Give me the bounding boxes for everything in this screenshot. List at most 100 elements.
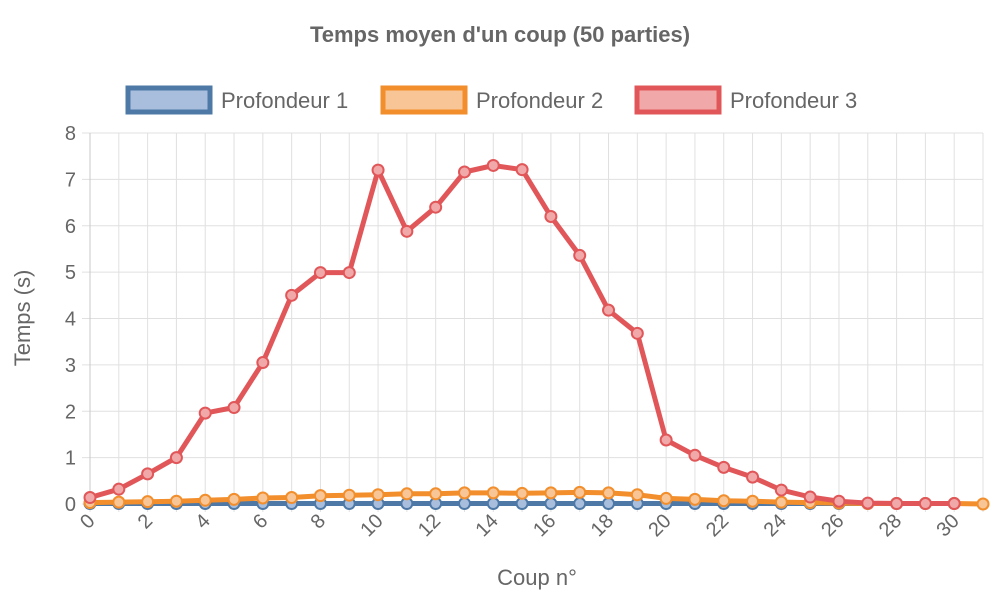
chart-legend: Profondeur 1 Profondeur 2 Profondeur 3 bbox=[125, 85, 857, 115]
data-point[interactable] bbox=[457, 486, 471, 500]
data-point[interactable] bbox=[832, 494, 846, 508]
data-point[interactable] bbox=[688, 448, 702, 462]
data-point[interactable] bbox=[112, 495, 126, 509]
data-point[interactable] bbox=[573, 497, 587, 511]
y-tick-label: 8 bbox=[65, 123, 76, 145]
data-point[interactable] bbox=[918, 497, 932, 511]
x-tick-label: 28 bbox=[875, 510, 906, 541]
x-tick-label: 26 bbox=[817, 510, 848, 541]
x-tick-label: 4 bbox=[191, 510, 214, 533]
data-point[interactable] bbox=[198, 493, 212, 507]
data-point[interactable] bbox=[169, 494, 183, 508]
data-point[interactable] bbox=[256, 491, 270, 505]
data-point[interactable] bbox=[227, 401, 241, 415]
data-point[interactable] bbox=[602, 303, 616, 317]
x-tick-label: 20 bbox=[644, 510, 675, 541]
data-point[interactable] bbox=[400, 224, 414, 238]
y-tick-label: 3 bbox=[65, 355, 76, 377]
x-tick-label: 16 bbox=[529, 510, 560, 541]
data-point[interactable] bbox=[976, 497, 990, 511]
series-group bbox=[83, 485, 990, 511]
x-tick-label: 2 bbox=[134, 510, 157, 533]
x-tick-label: 10 bbox=[356, 510, 387, 541]
data-point[interactable] bbox=[659, 433, 673, 447]
data-point[interactable] bbox=[630, 488, 644, 502]
data-point[interactable] bbox=[573, 248, 587, 262]
data-point[interactable] bbox=[630, 326, 644, 340]
data-point[interactable] bbox=[486, 158, 500, 172]
x-tick-label: 8 bbox=[307, 510, 330, 533]
data-point[interactable] bbox=[429, 200, 443, 214]
data-point[interactable] bbox=[400, 487, 414, 501]
data-point[interactable] bbox=[515, 486, 529, 500]
chart-grid bbox=[82, 132, 984, 512]
series-layer bbox=[83, 158, 990, 511]
data-point[interactable] bbox=[285, 491, 299, 505]
data-point[interactable] bbox=[313, 266, 327, 280]
data-point[interactable] bbox=[457, 165, 471, 179]
data-point[interactable] bbox=[602, 497, 616, 511]
y-tick-label: 7 bbox=[65, 169, 76, 191]
data-point[interactable] bbox=[544, 486, 558, 500]
y-axis-title: Temps (s) bbox=[10, 270, 35, 367]
data-point[interactable] bbox=[515, 163, 529, 177]
data-point[interactable] bbox=[457, 497, 471, 511]
data-point[interactable] bbox=[486, 497, 500, 511]
data-point[interactable] bbox=[285, 288, 299, 302]
x-tick-label: 0 bbox=[76, 510, 99, 533]
x-tick-label: 24 bbox=[760, 510, 791, 541]
y-tick-label: 0 bbox=[65, 494, 76, 516]
data-point[interactable] bbox=[803, 490, 817, 504]
data-point[interactable] bbox=[774, 495, 788, 509]
y-tick-label: 1 bbox=[65, 448, 76, 470]
chart-title: Temps moyen d'un coup (50 parties) bbox=[310, 22, 690, 47]
data-point[interactable] bbox=[429, 487, 443, 501]
data-point[interactable] bbox=[342, 488, 356, 502]
data-point[interactable] bbox=[890, 497, 904, 511]
data-point[interactable] bbox=[141, 467, 155, 481]
data-point[interactable] bbox=[544, 209, 558, 223]
series-group bbox=[83, 158, 961, 511]
x-tick-label: 14 bbox=[472, 510, 503, 541]
data-point[interactable] bbox=[112, 482, 126, 496]
data-point[interactable] bbox=[198, 406, 212, 420]
data-point[interactable] bbox=[169, 451, 183, 465]
x-tick-label: 6 bbox=[249, 510, 272, 533]
data-point[interactable] bbox=[659, 491, 673, 505]
data-point[interactable] bbox=[544, 497, 558, 511]
y-tick-label: 2 bbox=[65, 401, 76, 423]
x-axis-title: Coup n° bbox=[497, 565, 577, 590]
data-point[interactable] bbox=[141, 495, 155, 509]
data-point[interactable] bbox=[861, 496, 875, 510]
x-tick-label: 30 bbox=[932, 510, 963, 541]
data-point[interactable] bbox=[256, 356, 270, 370]
x-tick-label: 12 bbox=[414, 510, 445, 541]
data-point[interactable] bbox=[947, 497, 961, 511]
data-point[interactable] bbox=[371, 488, 385, 502]
data-point[interactable] bbox=[774, 483, 788, 497]
data-point[interactable] bbox=[227, 492, 241, 506]
data-point[interactable] bbox=[746, 470, 760, 484]
data-point[interactable] bbox=[746, 494, 760, 508]
data-point[interactable] bbox=[717, 460, 731, 474]
data-point[interactable] bbox=[83, 491, 97, 505]
legend-swatch bbox=[634, 85, 722, 115]
data-point[interactable] bbox=[717, 494, 731, 508]
legend-label: Profondeur 1 bbox=[221, 88, 348, 113]
x-tick-label: 18 bbox=[587, 510, 618, 541]
legend-label: Profondeur 2 bbox=[476, 88, 603, 113]
data-point[interactable] bbox=[342, 266, 356, 280]
data-point[interactable] bbox=[313, 489, 327, 503]
y-tick-label: 5 bbox=[65, 262, 76, 284]
data-point[interactable] bbox=[688, 492, 702, 506]
y-tick-label: 6 bbox=[65, 216, 76, 238]
data-point[interactable] bbox=[573, 485, 587, 499]
y-tick-label: 4 bbox=[65, 309, 76, 331]
data-point[interactable] bbox=[371, 163, 385, 177]
data-point[interactable] bbox=[486, 486, 500, 500]
data-point[interactable] bbox=[602, 486, 616, 500]
legend-swatch bbox=[125, 85, 213, 115]
